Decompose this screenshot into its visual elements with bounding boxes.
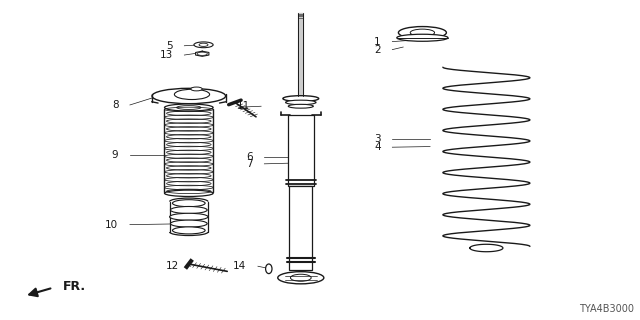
Ellipse shape <box>266 264 272 274</box>
Ellipse shape <box>197 52 207 55</box>
Ellipse shape <box>173 227 205 234</box>
Text: FR.: FR. <box>63 280 86 292</box>
Text: 12: 12 <box>166 261 179 271</box>
Ellipse shape <box>164 190 213 196</box>
Ellipse shape <box>164 104 213 111</box>
Ellipse shape <box>177 106 201 109</box>
Ellipse shape <box>199 43 208 46</box>
Ellipse shape <box>283 96 319 101</box>
Ellipse shape <box>285 100 316 105</box>
Ellipse shape <box>152 88 226 104</box>
Ellipse shape <box>397 34 448 41</box>
Bar <box>289 186 312 270</box>
Ellipse shape <box>288 104 314 108</box>
Text: 6: 6 <box>246 152 253 162</box>
Text: 13: 13 <box>159 50 173 60</box>
Bar <box>288 115 314 186</box>
Text: 14: 14 <box>233 261 246 271</box>
Ellipse shape <box>278 272 324 284</box>
Text: 3: 3 <box>374 134 381 144</box>
Ellipse shape <box>170 213 208 220</box>
Text: 1: 1 <box>374 36 381 47</box>
Text: 4: 4 <box>374 142 381 152</box>
Text: 9: 9 <box>112 150 118 160</box>
Ellipse shape <box>191 87 202 91</box>
Text: 2: 2 <box>374 44 381 55</box>
Ellipse shape <box>410 29 435 36</box>
Ellipse shape <box>174 89 210 100</box>
Ellipse shape <box>170 206 207 213</box>
Text: 7: 7 <box>246 159 253 169</box>
Ellipse shape <box>194 42 213 48</box>
Ellipse shape <box>170 220 207 227</box>
Ellipse shape <box>398 27 447 39</box>
Text: 11: 11 <box>236 101 250 111</box>
Text: 10: 10 <box>105 220 118 230</box>
Ellipse shape <box>291 274 311 281</box>
Text: 8: 8 <box>112 100 118 110</box>
Text: 5: 5 <box>166 41 173 52</box>
Ellipse shape <box>173 200 205 207</box>
Text: TYA4B3000: TYA4B3000 <box>579 304 634 314</box>
